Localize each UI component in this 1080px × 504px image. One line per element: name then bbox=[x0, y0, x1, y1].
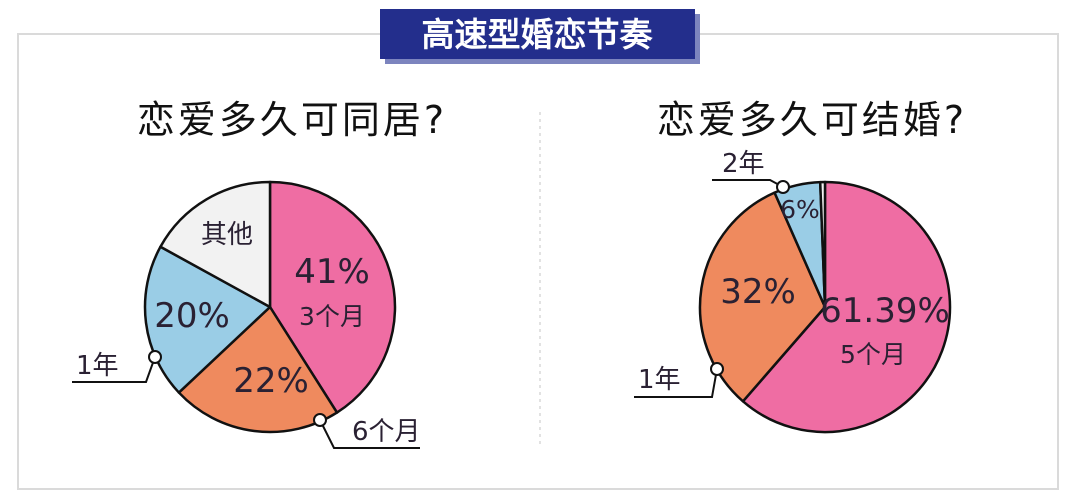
pie1-value-6months: 22% bbox=[233, 361, 309, 401]
pie1-slice-1year bbox=[143, 245, 272, 394]
pie1-leader-1year bbox=[72, 356, 156, 383]
pie1-value-1year: 20% bbox=[154, 296, 230, 336]
pie1-slice-other bbox=[159, 180, 272, 309]
pie2-leader-1year bbox=[634, 368, 718, 398]
pie2-slice-remainder bbox=[818, 180, 827, 309]
pie2-leader-dot-1year bbox=[710, 362, 724, 376]
pie1-label-other: 其他 bbox=[201, 220, 253, 250]
pie2-label-5months: 5个月 bbox=[840, 340, 906, 369]
chart1-title: 恋爱多久可同居? bbox=[137, 98, 447, 142]
header-title: 高速型婚恋节奏 bbox=[422, 15, 654, 54]
pie2-slice-1year bbox=[698, 191, 827, 403]
pie2-value-1year: 32% bbox=[720, 272, 796, 312]
pie1-outer-label-1year: 1年 bbox=[76, 351, 119, 381]
pie1: 41% 3个月 22% 20% 其他 6个月 1年 bbox=[72, 180, 421, 449]
header-banner-bg bbox=[380, 9, 695, 59]
pie2-slice-5months bbox=[741, 180, 952, 434]
chart2-title: 恋爱多久可结婚? bbox=[657, 98, 967, 142]
pie2-value-2years: 6% bbox=[780, 195, 820, 224]
pie1-leader-dot-1year bbox=[148, 350, 162, 364]
pie2-outer-label-1year: 1年 bbox=[638, 365, 681, 395]
pie1-leader-dot-6months bbox=[313, 413, 327, 427]
pie1-label-3months: 3个月 bbox=[299, 302, 365, 331]
header-banner: 高速型婚恋节奏 bbox=[380, 9, 700, 64]
pie2-leader-dot-2years bbox=[776, 180, 790, 194]
pie2: 61.39% 5个月 32% 6% 2年 1年 bbox=[634, 149, 952, 434]
pie1-value-3months: 41% bbox=[294, 252, 370, 292]
pie2-value-5months: 61.39% bbox=[820, 291, 950, 331]
pie1-outer-label-6months: 6个月 bbox=[352, 417, 421, 447]
pie1-leader-6months bbox=[319, 419, 420, 449]
pie2-outer-label-2years: 2年 bbox=[722, 149, 765, 179]
